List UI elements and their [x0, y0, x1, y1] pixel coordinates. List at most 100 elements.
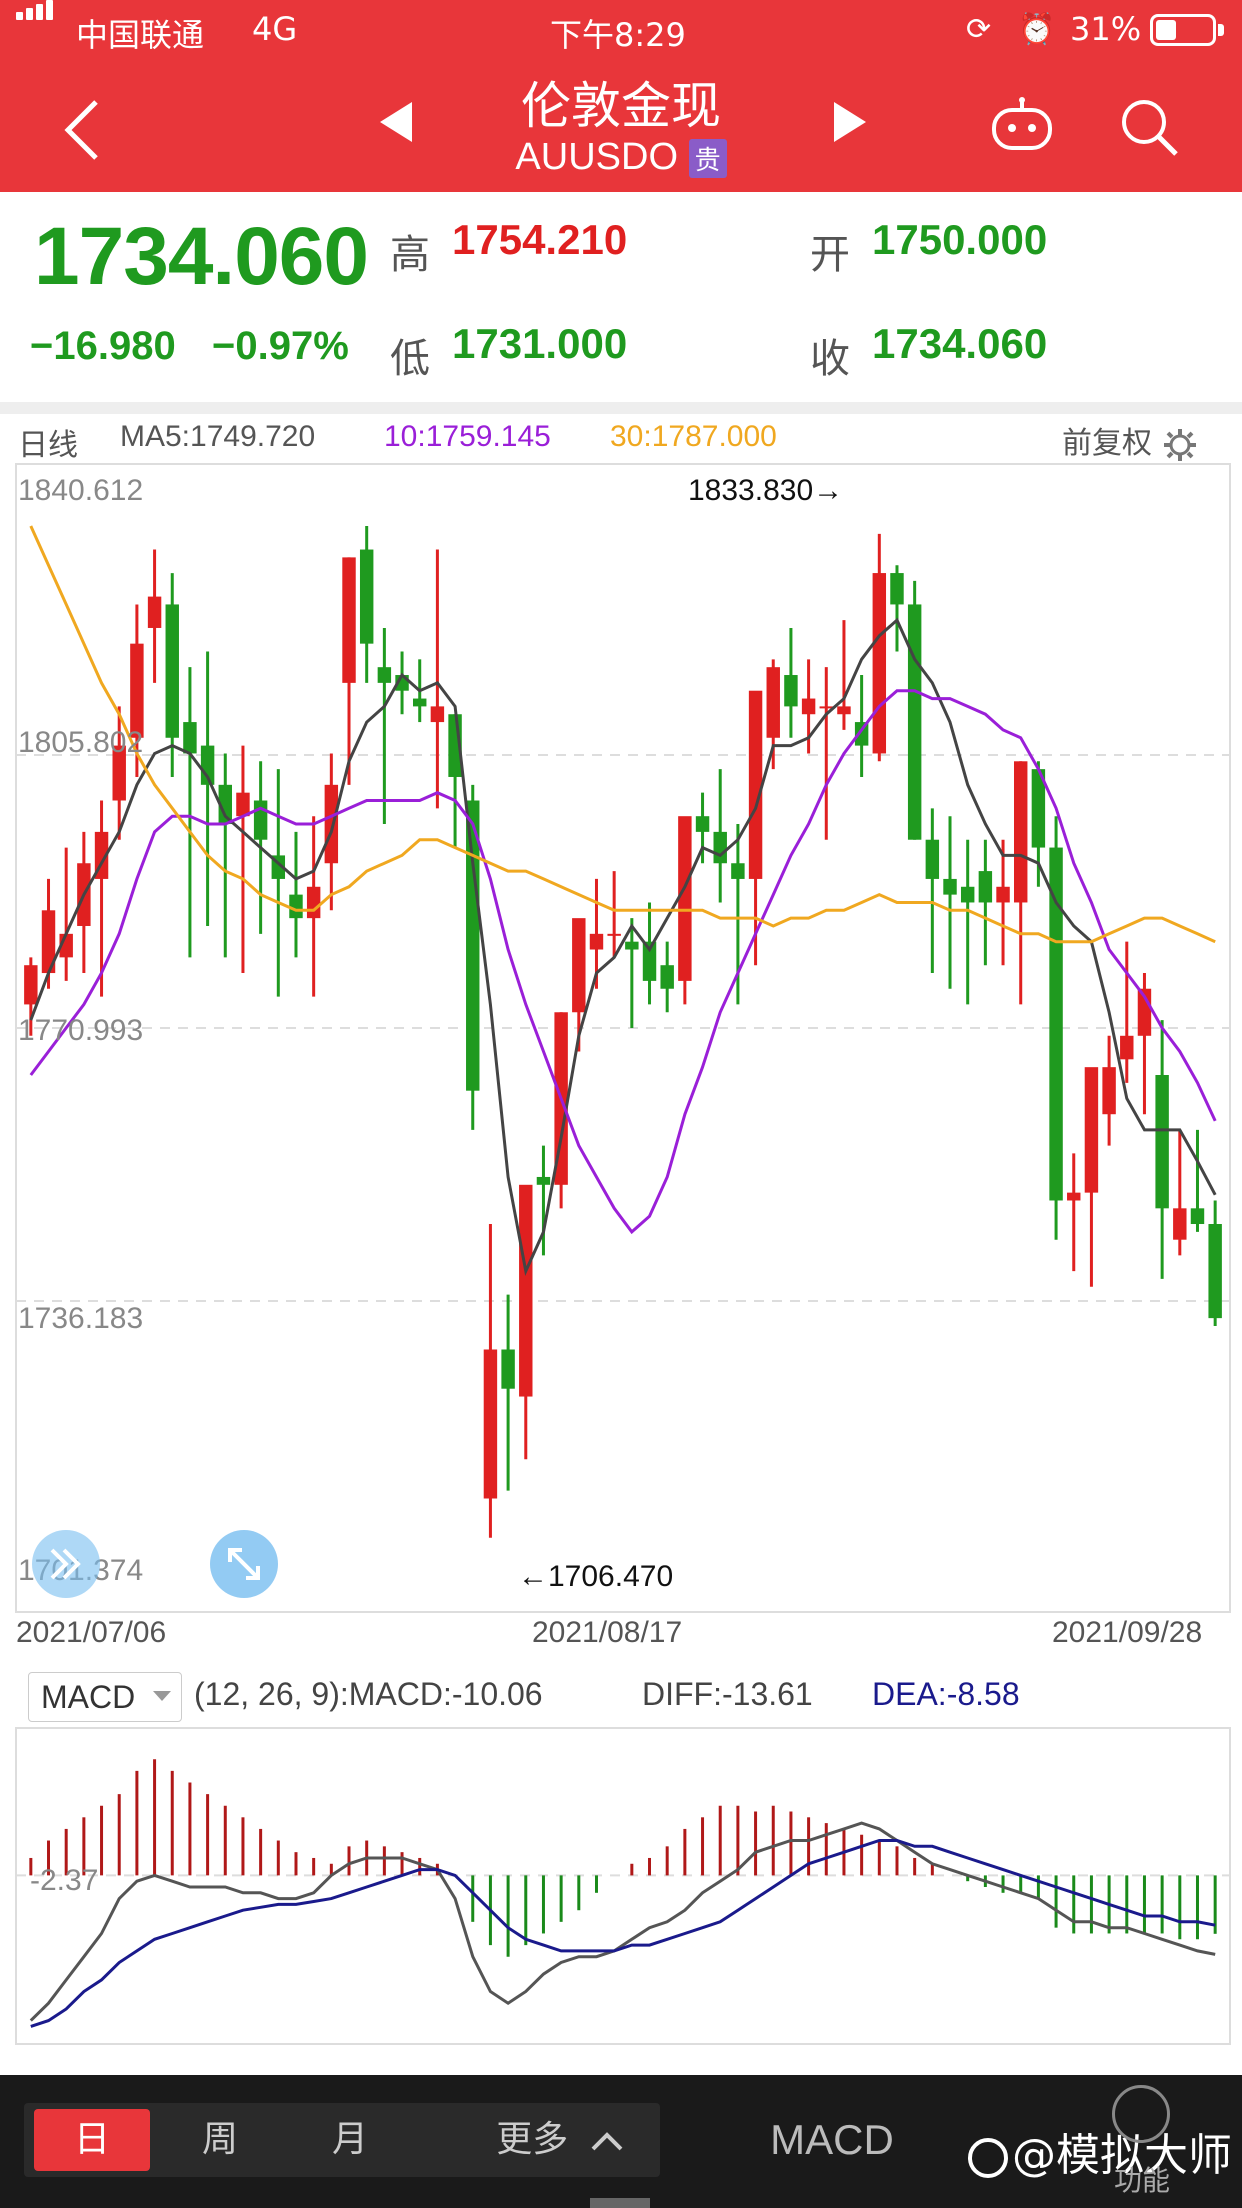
price-change: −16.980: [30, 324, 176, 368]
candle-body: [642, 941, 657, 981]
period-label: 日线: [18, 428, 78, 463]
tab-more-label: 更多: [496, 2119, 569, 2160]
diff-line: [29, 1821, 1216, 2022]
function-label: 功能: [1114, 2164, 1171, 2197]
ma5-legend: MA5:1749.720: [120, 420, 316, 453]
open-value: 1750.000: [872, 216, 1048, 263]
ma30-legend: 30:1787.000: [610, 420, 777, 453]
candle-body: [130, 643, 144, 738]
candle-body: [342, 557, 356, 683]
candle-body: [41, 910, 56, 974]
bottom-toolbar: 日 周 月 更多 MACD @模拟大师 功能: [0, 2075, 1242, 2208]
candle-body: [784, 675, 798, 707]
candle-body: [430, 706, 445, 723]
prev-instrument-icon[interactable]: [378, 100, 414, 144]
low-label: 低: [390, 336, 430, 382]
candle-body: [519, 1184, 533, 1397]
candle-body: [890, 573, 904, 605]
open-label: 开: [810, 232, 850, 278]
back-icon[interactable]: [60, 98, 104, 162]
candle-body: [536, 1176, 551, 1185]
candle-body: [625, 941, 639, 950]
tab-more[interactable]: 更多: [480, 2109, 640, 2171]
candle-body: [678, 816, 692, 981]
candle-body: [1049, 847, 1063, 1201]
chevron-up-icon: [591, 2132, 623, 2151]
candle-body: [766, 667, 780, 738]
search-icon[interactable]: [1118, 96, 1180, 158]
candlestick-chart[interactable]: [0, 462, 1242, 1642]
candle-body: [1190, 1208, 1205, 1225]
watermark-text: @模拟大师: [1012, 2130, 1232, 2181]
watermark: @模拟大师: [968, 2119, 1232, 2183]
settings-gear-icon: [1163, 428, 1196, 461]
adjust-mode-button[interactable]: 前复权: [1062, 418, 1198, 463]
candle-body: [978, 871, 993, 903]
dea-value: DEA:-8.58: [872, 1676, 1020, 1712]
candle-body: [324, 784, 339, 864]
candle-body: [413, 698, 427, 707]
ma-line-30: [29, 525, 1216, 944]
robot-assistant-icon[interactable]: [990, 96, 1054, 154]
candle-body: [483, 1349, 498, 1499]
candle-body: [253, 800, 268, 840]
dea-line: [30, 1839, 1216, 2028]
candle-body: [925, 839, 940, 879]
candle-body: [695, 816, 710, 832]
macd-chart[interactable]: [0, 1726, 1242, 2048]
low-value: 1731.000: [452, 320, 628, 367]
price-axis-label: 1840.612: [18, 474, 144, 507]
ma-line-ma5: [29, 617, 1217, 1277]
candle-body: [1102, 1067, 1116, 1115]
page-title: 伦敦金现: [521, 77, 721, 135]
double-chevron-icon: [50, 1548, 81, 1580]
indicator-select[interactable]: MACD: [28, 1672, 182, 1722]
diff-value: DIFF:-13.61: [642, 1676, 813, 1712]
candle-body: [377, 667, 392, 683]
date-label: 2021/08/17: [532, 1616, 683, 1649]
close-value: 1734.060: [872, 320, 1048, 367]
home-indicator: [590, 2198, 650, 2208]
candle-body: [359, 549, 374, 644]
candle-body: [183, 722, 197, 754]
date-label: 2021/09/28: [1052, 1616, 1203, 1649]
dropdown-arrow-icon: [153, 1691, 171, 1701]
candle-body: [996, 886, 1010, 903]
ma-line-10: [29, 689, 1217, 1235]
price-change-percent: −0.97%: [212, 324, 349, 368]
clock: 下午8:29: [550, 16, 686, 54]
tab-month[interactable]: 月: [331, 2119, 368, 2160]
candle-body: [660, 965, 674, 989]
high-value: 1754.210: [452, 216, 628, 263]
symbol-code: AUUSDO: [515, 136, 678, 178]
tab-week[interactable]: 周: [201, 2119, 238, 2160]
candle-body: [165, 604, 179, 738]
next-instrument-icon[interactable]: [832, 100, 868, 144]
max-price-annotation: 1833.830→: [688, 474, 844, 507]
function-menu-icon[interactable]: [1112, 2085, 1170, 2143]
indicator-switch-button[interactable]: MACD: [770, 2116, 894, 2163]
candle-body: [1014, 761, 1028, 903]
candle-body: [731, 863, 745, 879]
candle-body: [572, 918, 586, 1013]
tab-day[interactable]: 日: [34, 2109, 150, 2171]
app-header: 伦敦金现 AUUSDO 贵: [0, 62, 1242, 192]
candle-body: [1208, 1224, 1222, 1319]
adjust-mode-label: 前复权: [1062, 426, 1152, 461]
fullscreen-button[interactable]: [210, 1530, 278, 1598]
date-label: 2021/07/06: [16, 1616, 167, 1649]
price-axis-label: 1736.183: [18, 1302, 144, 1335]
macd-params: (12, 26, 9):MACD:-10.06: [194, 1676, 543, 1712]
alarm-icon: ⏰: [1018, 12, 1056, 47]
candle-body: [1031, 769, 1046, 848]
candle-body: [1120, 1035, 1134, 1060]
status-bar: 中国联通 4G 下午8:29 ⟳ ⏰ 31%: [0, 0, 1242, 62]
metal-badge: 贵: [688, 139, 727, 179]
candle-body: [607, 933, 621, 936]
rotation-lock-icon: ⟳: [966, 12, 992, 47]
candle-body: [501, 1349, 515, 1389]
candle-body: [907, 604, 922, 840]
collapse-panel-button[interactable]: [32, 1530, 100, 1598]
close-label: 收: [810, 336, 850, 382]
macd-axis-label: -2.37: [30, 1864, 99, 1897]
